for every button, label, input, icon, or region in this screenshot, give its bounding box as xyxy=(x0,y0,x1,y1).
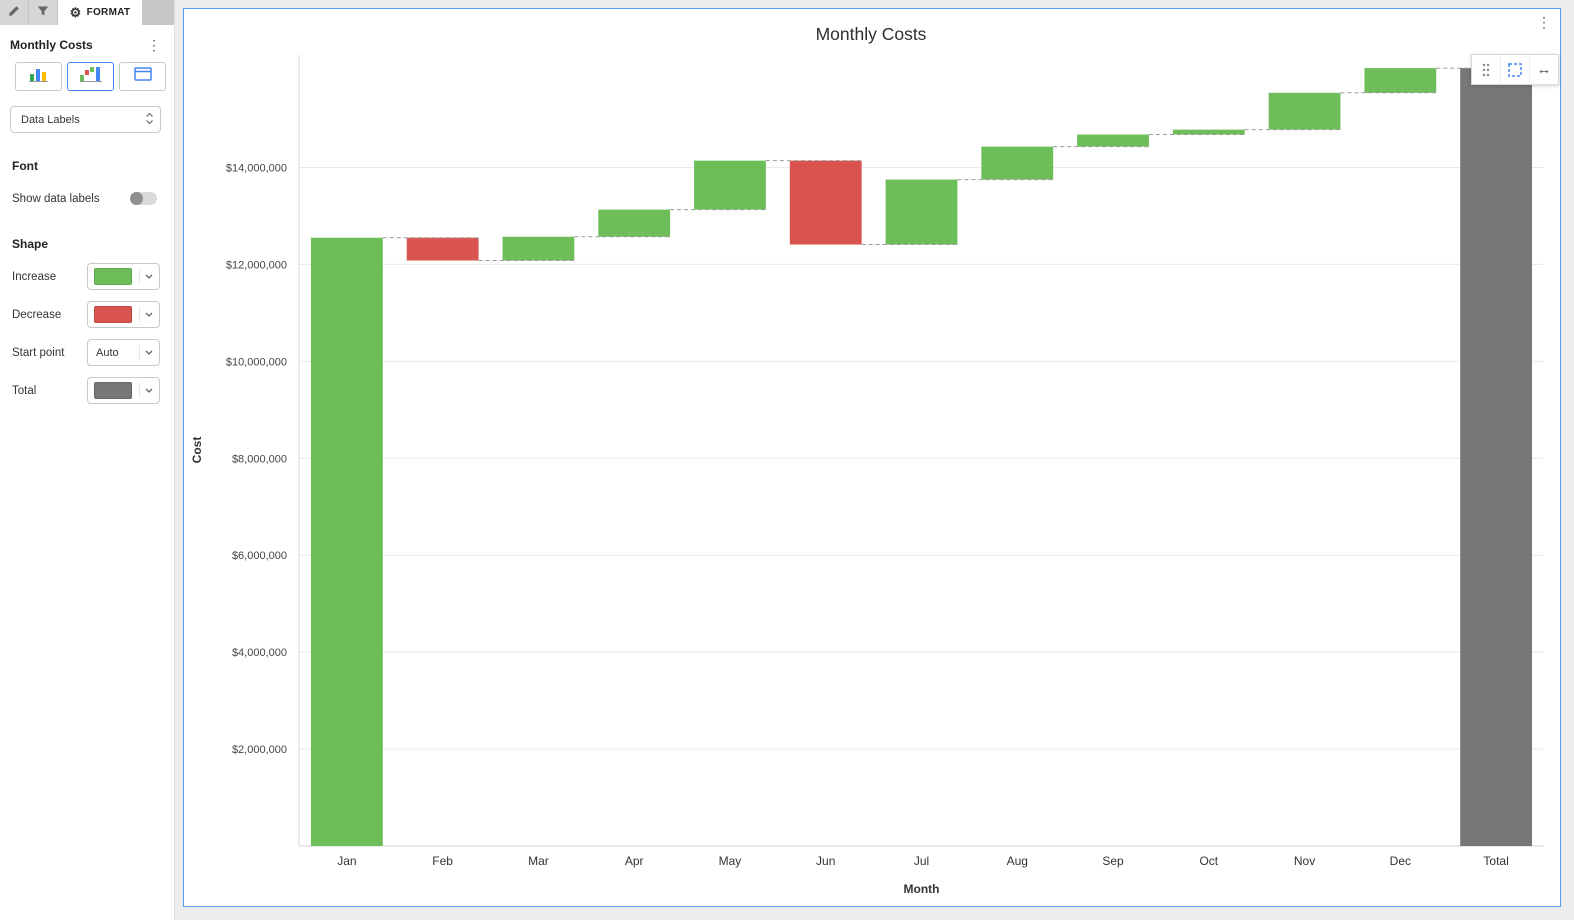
chart-type-bar-button[interactable] xyxy=(15,62,62,91)
decrease-label: Decrease xyxy=(12,308,62,321)
font-section-heading: Font xyxy=(12,159,38,173)
svg-text:Sep: Sep xyxy=(1102,854,1124,868)
svg-text:$10,000,000: $10,000,000 xyxy=(226,356,287,368)
svg-text:Monthly Costs: Monthly Costs xyxy=(816,24,927,44)
show-data-labels-label: Show data labels xyxy=(12,192,100,205)
svg-text:Total: Total xyxy=(1483,854,1508,868)
drag-dots-icon xyxy=(1482,63,1490,76)
waterfall-chart: $2,000,000 $4,000,000 $6,000,000 $8,000,000… xyxy=(190,24,1544,896)
window-layout-icon xyxy=(133,67,152,86)
shape-section-heading: Shape xyxy=(12,237,49,251)
data-labels-select-value: Data Labels xyxy=(21,113,80,126)
svg-text:Feb: Feb xyxy=(432,854,453,868)
svg-text:$4,000,000: $4,000,000 xyxy=(232,647,287,659)
tab-format[interactable]: ⚙ FORMAT xyxy=(58,0,142,25)
increase-label: Increase xyxy=(12,270,57,283)
svg-text:Nov: Nov xyxy=(1294,854,1315,868)
total-color-dropdown[interactable] xyxy=(87,377,160,404)
updown-chevrons-icon xyxy=(145,112,154,128)
svg-text:Jun: Jun xyxy=(816,854,835,868)
svg-text:$6,000,000: $6,000,000 xyxy=(232,550,287,562)
resize-button[interactable]: ↔ xyxy=(1529,55,1558,84)
chart-type-table-button[interactable] xyxy=(119,62,166,91)
chevron-down-icon xyxy=(139,269,159,284)
increase-color-dropdown[interactable] xyxy=(87,263,160,290)
decrease-color-swatch xyxy=(94,306,132,323)
gear-icon: ⚙ xyxy=(69,5,82,20)
funnel-icon xyxy=(37,4,49,22)
panel-menu-button[interactable]: ⋮ xyxy=(147,37,161,53)
panel-title: Monthly Costs xyxy=(10,38,93,52)
svg-text:Cost: Cost xyxy=(190,437,204,464)
decrease-color-dropdown[interactable] xyxy=(87,301,160,328)
total-label: Total xyxy=(12,384,37,397)
show-data-labels-toggle[interactable] xyxy=(130,192,157,205)
tab-filter[interactable] xyxy=(29,0,58,25)
chevron-down-icon xyxy=(139,383,159,398)
left-right-arrow-icon: ↔ xyxy=(1536,61,1552,78)
panel-tabbar: ⚙ FORMAT xyxy=(0,0,174,25)
svg-text:May: May xyxy=(719,854,742,868)
start-point-value: Auto xyxy=(96,346,119,359)
svg-text:Dec: Dec xyxy=(1390,854,1411,868)
selection-mode-button[interactable] xyxy=(1500,55,1529,84)
total-color-swatch xyxy=(94,382,132,399)
floating-toolbar: ↔ xyxy=(1471,54,1559,85)
dashed-square-icon xyxy=(1508,62,1522,77)
data-labels-select[interactable]: Data Labels xyxy=(10,106,161,133)
increase-color-swatch xyxy=(94,268,132,285)
pencil-icon xyxy=(8,4,20,22)
toggle-knob xyxy=(130,192,143,205)
tab-edit[interactable] xyxy=(0,0,29,25)
chart-type-buttons xyxy=(0,52,174,91)
format-sidebar: ⚙ FORMAT Monthly Costs ⋮ Data Labels xyxy=(0,0,175,920)
start-point-label: Start point xyxy=(12,346,65,359)
chart-menu-button[interactable]: ⋮ xyxy=(1537,14,1551,30)
start-point-dropdown[interactable]: Auto xyxy=(87,339,160,366)
svg-text:$2,000,000: $2,000,000 xyxy=(232,744,287,756)
drag-handle[interactable] xyxy=(1472,55,1500,84)
svg-text:Oct: Oct xyxy=(1199,854,1218,868)
svg-text:Jul: Jul xyxy=(914,854,929,868)
tabbar-spacer xyxy=(142,0,174,25)
svg-text:Mar: Mar xyxy=(528,854,549,868)
chart-panel[interactable]: ⋮ $2,000,000 $4,000,000 $6,000,000 $8,000,0… xyxy=(183,8,1561,907)
svg-text:$8,000,000: $8,000,000 xyxy=(232,453,287,465)
svg-text:Month: Month xyxy=(904,882,940,896)
bar-chart-icon xyxy=(28,66,49,87)
svg-text:$12,000,000: $12,000,000 xyxy=(226,259,287,271)
svg-text:Aug: Aug xyxy=(1007,854,1028,868)
svg-text:Jan: Jan xyxy=(337,854,356,868)
chevron-down-icon xyxy=(139,345,159,360)
tab-format-label: FORMAT xyxy=(86,7,131,18)
svg-text:Apr: Apr xyxy=(625,854,644,868)
chevron-down-icon xyxy=(139,307,159,322)
waterfall-chart-icon xyxy=(79,66,102,87)
chart-type-waterfall-button[interactable] xyxy=(67,62,114,91)
svg-text:$14,000,000: $14,000,000 xyxy=(226,162,287,174)
